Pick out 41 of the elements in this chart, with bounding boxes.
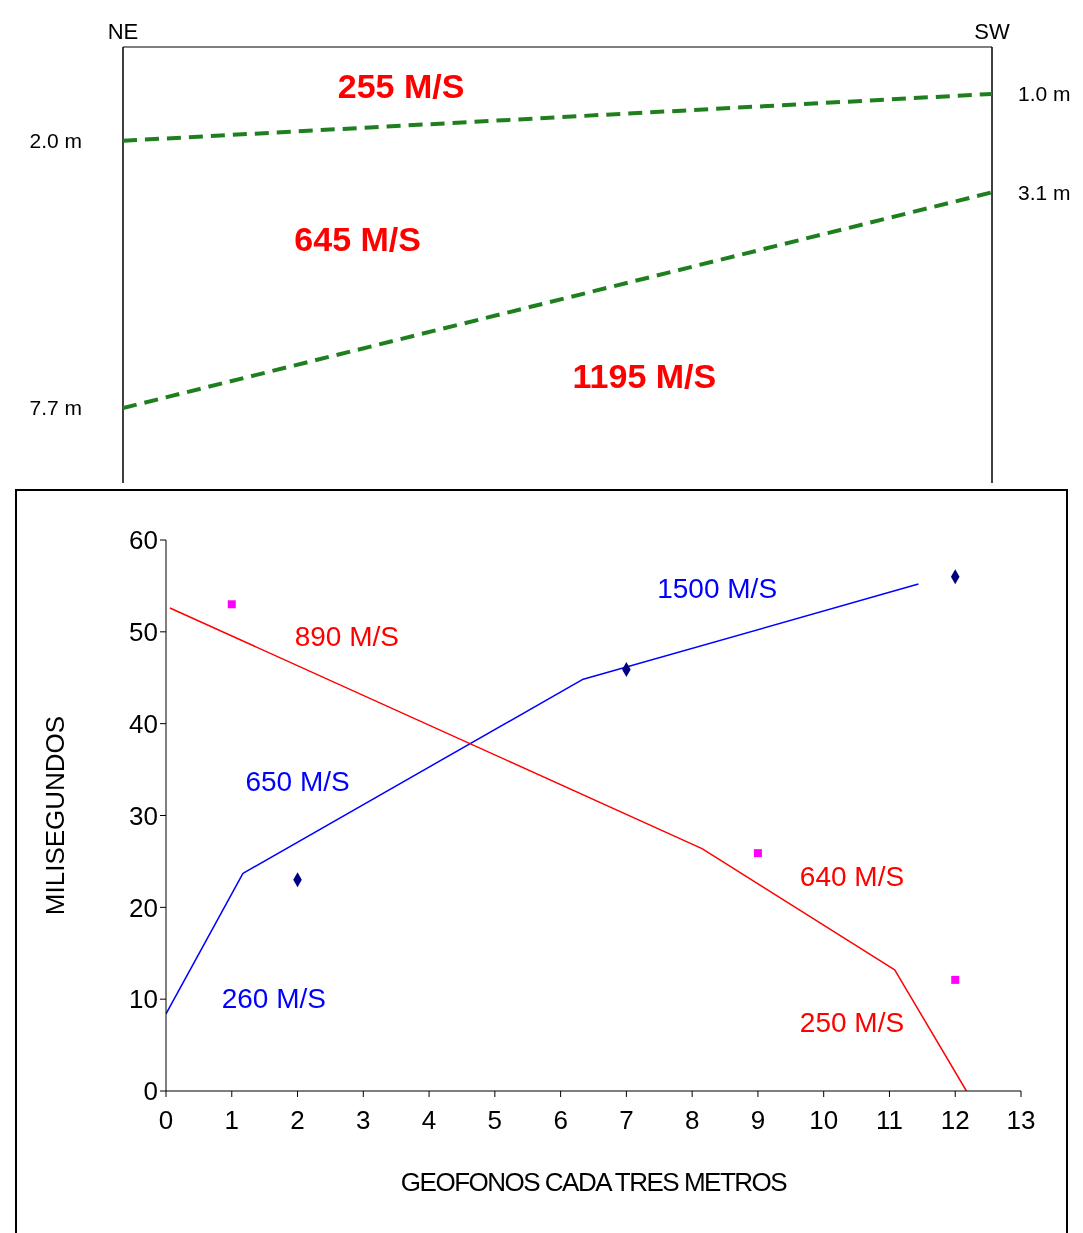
point (753, 849, 762, 858)
y-tick-label: 2.0 m (29, 129, 82, 153)
x-tick-label: 7 (619, 1105, 634, 1136)
x-axis-title: GEOFONOS CADA TRES METROS (400, 1167, 788, 1198)
annotation: 255 M/S (337, 67, 465, 106)
x-tick-label: 12 (940, 1105, 970, 1136)
x-tick-label: 8 (684, 1105, 700, 1136)
x-tick-label: 9 (750, 1105, 766, 1136)
y-tick-label: 0 (143, 1076, 158, 1107)
annotation: 645 M/S (294, 219, 421, 258)
y2-tick-label: 1.0 m (1018, 82, 1071, 106)
x-tick-label: 13 (1006, 1105, 1036, 1136)
y-tick-label: 30 (129, 800, 158, 831)
annotation: 1195 M/S (572, 356, 717, 395)
line-series (169, 607, 968, 1091)
x-tick-label: 1 (224, 1105, 239, 1136)
x-tick-label: NE (107, 19, 139, 44)
y-tick-label: 10 (129, 984, 158, 1015)
annotation: 640 M/S (799, 861, 905, 893)
x-tick-label: 4 (421, 1105, 437, 1136)
point (951, 975, 960, 984)
x-tick-label: 11 (875, 1105, 903, 1136)
y-tick-label: 50 (129, 617, 158, 648)
annotation: 650 M/S (245, 765, 350, 797)
y-tick-label: 40 (129, 708, 158, 739)
point (227, 600, 236, 609)
x-tick-label: 6 (553, 1105, 568, 1136)
x-tick-label: 5 (487, 1105, 503, 1136)
x-tick-label: 3 (356, 1105, 371, 1136)
y-tick-label: 20 (129, 892, 158, 923)
x-tick-label: 10 (809, 1105, 839, 1136)
y-tick-label: 7.7 m (29, 396, 82, 420)
annotation: 260 M/S (221, 983, 326, 1015)
y-tick-label: 60 (129, 525, 158, 556)
y-axis-title: MILISEGUNDOS (40, 715, 71, 916)
x-tick-label: SW (974, 19, 1010, 44)
annotation: 250 M/S (799, 1007, 905, 1039)
annotation: 890 M/S (294, 620, 400, 652)
annotation: 1500 M/S (657, 572, 778, 604)
y2-tick-label: 3.1 m (1018, 180, 1071, 204)
x-tick-label: 2 (290, 1105, 305, 1136)
